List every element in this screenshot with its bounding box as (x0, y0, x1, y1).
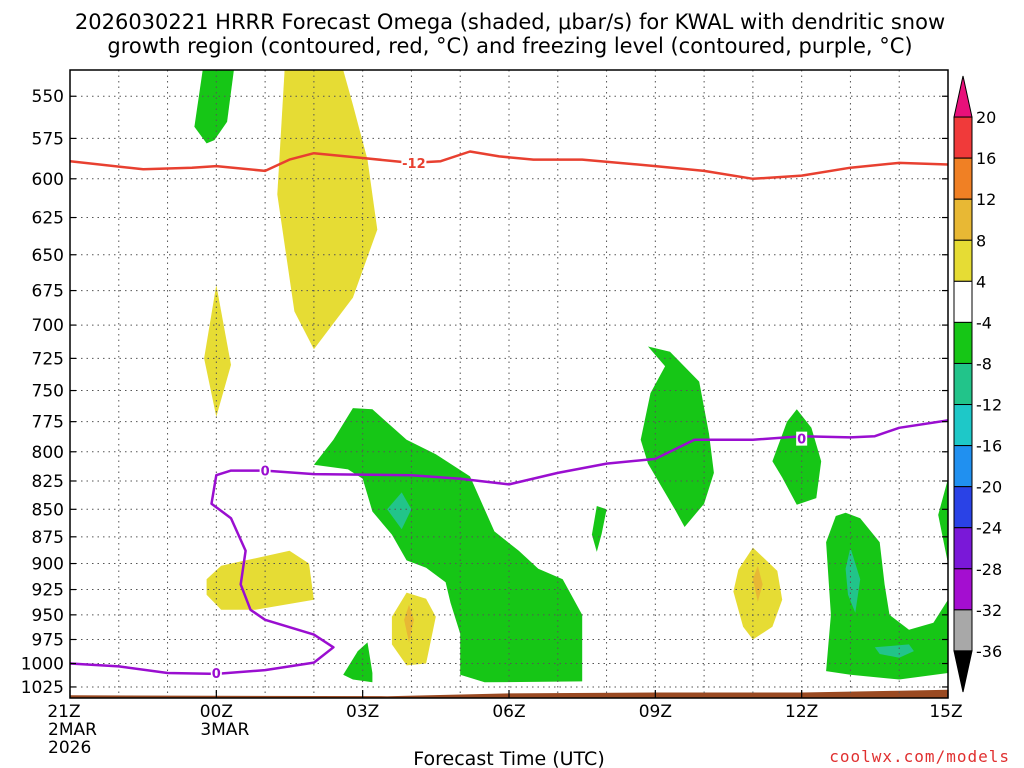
colorbar-label-13: -36 (976, 642, 1002, 661)
omega-shade-15 (845, 547, 861, 613)
y-tick-label-6: 700 (32, 316, 64, 336)
contour-line-1 (70, 419, 948, 676)
omega-shade-6 (387, 492, 412, 530)
chart-title-line-2: growth region (contoured, red, °C) and f… (107, 34, 912, 58)
colorbar-label-7: -12 (976, 396, 1002, 415)
contour-label-1-2: 0 (797, 433, 806, 448)
y-tick-label-11: 825 (32, 472, 64, 492)
omega-shade-10 (591, 506, 607, 552)
colorbar-label-6: -8 (976, 354, 992, 373)
omega-shade-9 (640, 346, 714, 527)
omega-shade-13 (772, 409, 822, 505)
omega-shade-8 (404, 604, 414, 643)
y-tick-label-4: 650 (32, 246, 64, 266)
omega-shade-14 (826, 512, 948, 680)
y-tick-label-10: 800 (32, 443, 64, 463)
contour-label-0-0: -12 (402, 157, 426, 172)
colorbar: 20 16 12 8 4 -4 -8 -12 -16 -20 -24 -28 -32 -36 (953, 75, 1002, 693)
y-tick-label-16: 950 (32, 606, 64, 626)
omega-shade-7 (391, 592, 436, 666)
omega-shade-4 (313, 408, 583, 683)
credit-text: coolwx.com/models (829, 747, 1010, 766)
contour-label-1-0: 0 (261, 465, 270, 480)
x-tick-label-6: 15Z (929, 702, 962, 722)
omega-shade-5 (343, 642, 373, 683)
y-tick-label-19: 1025 (21, 678, 64, 698)
colorbar-bin-10 (953, 486, 973, 529)
y-tick-label-1: 575 (32, 129, 64, 149)
colorbar-bin-11 (953, 527, 973, 570)
omega-shade-3 (206, 550, 314, 610)
x-tick-label-2: 03Z (346, 702, 379, 722)
y-tick-label-18: 1000 (21, 655, 64, 675)
x-tick-sublabel-0-1: 2026 (48, 738, 91, 758)
colorbar-label-8: -16 (976, 437, 1002, 456)
colorbar-label-5: -4 (976, 313, 992, 332)
colorbar-bin-7 (953, 362, 973, 406)
x-tick-sublabel-0-0: 2MAR (48, 720, 97, 740)
x-tick-sublabel-1-0: 3MAR (200, 720, 249, 740)
y-tick-label-7: 725 (32, 349, 64, 369)
y-tick-label-2: 600 (32, 170, 64, 190)
y-tick-label-9: 775 (32, 413, 64, 433)
omega-shade-0 (194, 70, 234, 144)
y-tick-label-3: 625 (32, 209, 64, 229)
x-tick-label-1: 00Z (200, 702, 233, 722)
contour-label-bg-1-2 (796, 431, 808, 446)
omega-shaded-regions (194, 70, 948, 683)
contour-label-1-1: 0 (212, 667, 221, 682)
y-tick-label-5: 675 (32, 282, 64, 302)
contour-line-0 (70, 150, 948, 181)
colorbar-label-4: 4 (976, 272, 986, 291)
x-tick-label-5: 12Z (785, 702, 818, 722)
colorbar-bin-1 (953, 116, 973, 159)
colorbar-label-3: 8 (976, 231, 986, 250)
colorbar-label-0: 20 (976, 108, 996, 127)
colorbar-label-2: 12 (976, 190, 996, 209)
y-tick-label-8: 750 (32, 382, 64, 402)
colorbar-bin-9 (953, 445, 973, 488)
contour-label-bg-1-1 (210, 665, 222, 680)
colorbar-bin-5 (953, 280, 973, 323)
colorbar-cap-top (953, 75, 973, 118)
contour-lines: -12 0 0 0 (70, 150, 948, 682)
y-tick-label-15: 925 (32, 581, 64, 601)
colorbar-label-1: 16 (976, 149, 996, 168)
x-tick-label-3: 06Z (492, 702, 525, 722)
colorbar-label-11: -28 (976, 560, 1002, 579)
colorbar-label-10: -24 (976, 519, 1002, 538)
y-tick-label-12: 850 (32, 500, 64, 520)
colorbar-label-9: -20 (976, 478, 1002, 497)
colorbar-bin-6 (953, 321, 973, 364)
y-tick-label-0: 550 (32, 87, 64, 107)
colorbar-bin-12 (953, 568, 973, 611)
omega-shade-2 (204, 284, 231, 417)
contour-label-bg-1-0 (259, 463, 271, 478)
colorbar-bin-8 (953, 404, 973, 447)
colorbar-bin-13 (953, 609, 973, 652)
plot-grid (70, 70, 948, 698)
chart-title-line-1: 2026030221 HRRR Forecast Omega (shaded, … (75, 10, 945, 34)
y-axis-ticks: 550 575 600 625 650 675 700 725 750 775 800 825 850 8… (21, 87, 948, 698)
colorbar-label-12: -32 (976, 601, 1002, 620)
y-tick-label-13: 875 (32, 528, 64, 548)
omega-shade-12 (752, 565, 763, 602)
colorbar-cap-bottom (953, 650, 973, 693)
colorbar-bin-2 (953, 157, 973, 200)
contour-label-bg-0-0 (401, 155, 427, 170)
colorbar-bin-3 (953, 198, 973, 241)
x-tick-label-4: 09Z (639, 702, 672, 722)
y-tick-label-14: 900 (32, 555, 64, 575)
x-tick-label-0: 21Z (47, 702, 80, 722)
omega-shade-16 (874, 644, 914, 658)
omega-shade-1 (277, 70, 378, 350)
colorbar-bin-4 (953, 239, 973, 282)
y-tick-label-17: 975 (32, 631, 64, 651)
x-axis-label: Forecast Time (UTC) (413, 748, 604, 768)
omega-shade-17 (938, 478, 948, 564)
